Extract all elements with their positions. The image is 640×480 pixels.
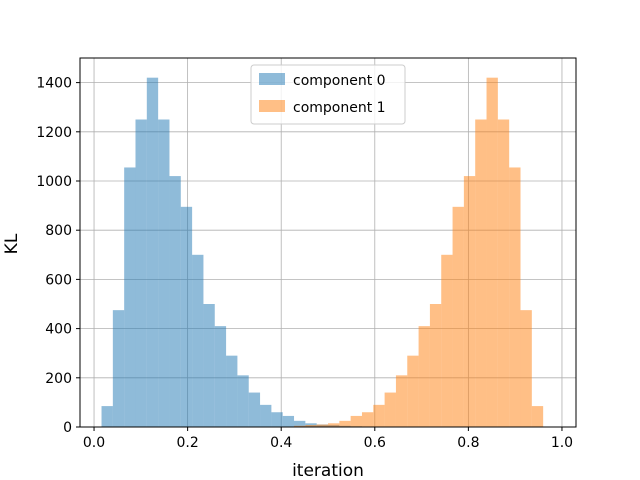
histogram-bar-component-0	[135, 119, 147, 427]
histogram-bar-component-0	[101, 406, 113, 427]
histogram-bar-component-0	[180, 206, 193, 427]
histogram-bars	[101, 77, 544, 428]
histogram-bar-component-0	[158, 119, 170, 427]
x-tick-label: 0.4	[270, 435, 292, 451]
plot-area-frame	[79, 57, 577, 428]
histogram-bar-component-1	[520, 310, 532, 427]
y-tick-label: 1400	[36, 76, 72, 92]
histogram-bar-component-1	[418, 326, 430, 427]
histogram-bar-component-1	[407, 355, 419, 427]
histogram-bar-component-1	[316, 424, 328, 427]
y-tick-label: 1000	[36, 174, 72, 190]
histogram-bar-component-1	[497, 119, 510, 427]
histogram-bar-component-0	[271, 412, 283, 427]
x-tick-label: 0.0	[83, 435, 105, 451]
histogram-bar-component-0	[294, 420, 306, 427]
legend-box	[250, 64, 406, 125]
y-axis-ticks: 0 200 400 600 800 1000 1200 1400	[36, 76, 80, 436]
histogram-bar-component-1	[339, 420, 351, 427]
histogram-bar-component-0	[214, 326, 227, 427]
y-tick-label: 200	[45, 371, 72, 387]
histogram-bar-component-1	[328, 423, 340, 427]
histogram-bar-component-0	[124, 167, 136, 427]
histogram-bar-component-0	[192, 254, 204, 427]
histogram-bar-component-1	[384, 392, 396, 427]
legend-label-component-0: component 0	[293, 73, 386, 89]
legend-swatch-component-1	[259, 100, 285, 112]
histogram-bar-component-0	[169, 176, 181, 427]
histogram-bar-component-1	[395, 375, 408, 427]
histogram-bar-component-0	[282, 415, 295, 427]
histogram-bar-component-1	[531, 406, 544, 427]
histogram-bar-component-0	[237, 375, 249, 427]
histogram-bar-component-0	[226, 355, 238, 427]
x-tick-label: 0.2	[176, 435, 198, 451]
y-tick-label: 400	[45, 322, 72, 338]
x-tick-label: 1.0	[551, 435, 573, 451]
histogram-bar-component-1	[441, 254, 453, 427]
x-axis-ticks: 0.0 0.2 0.4 0.6 0.8 1.0	[83, 427, 573, 451]
histogram-bar-component-0	[260, 404, 272, 427]
legend: component 0 component 1	[250, 64, 406, 125]
y-tick-label: 800	[45, 223, 72, 239]
x-axis-label: iteration	[292, 461, 364, 480]
histogram-bar-component-1	[486, 77, 498, 428]
histogram-bar-component-1	[373, 404, 385, 427]
histogram-bar-component-1	[463, 176, 476, 427]
histogram-bar-component-1	[294, 425, 306, 427]
y-tick-label: 0	[63, 420, 72, 436]
legend-swatch-component-0	[259, 73, 285, 85]
y-tick-label: 1200	[36, 125, 72, 141]
y-axis-label: KL	[2, 233, 22, 254]
x-tick-label: 0.6	[364, 435, 386, 451]
histogram-bar-component-1	[429, 304, 442, 427]
histogram-bar-component-1	[509, 167, 521, 427]
histogram-bar-component-1	[350, 415, 362, 427]
histogram-bar-component-1	[475, 119, 487, 427]
histogram-bar-component-1	[361, 412, 374, 427]
histogram-bar-component-1	[452, 206, 464, 427]
histogram-bar-component-0	[248, 392, 261, 427]
histogram-bar-component-0	[112, 310, 125, 427]
y-tick-label: 600	[45, 272, 72, 288]
legend-label-component-1: component 1	[293, 100, 386, 116]
histogram-bar-component-1	[305, 425, 317, 427]
x-tick-label: 0.8	[457, 435, 479, 451]
histogram-bar-component-0	[146, 77, 159, 428]
histogram-bar-component-0	[203, 304, 215, 427]
